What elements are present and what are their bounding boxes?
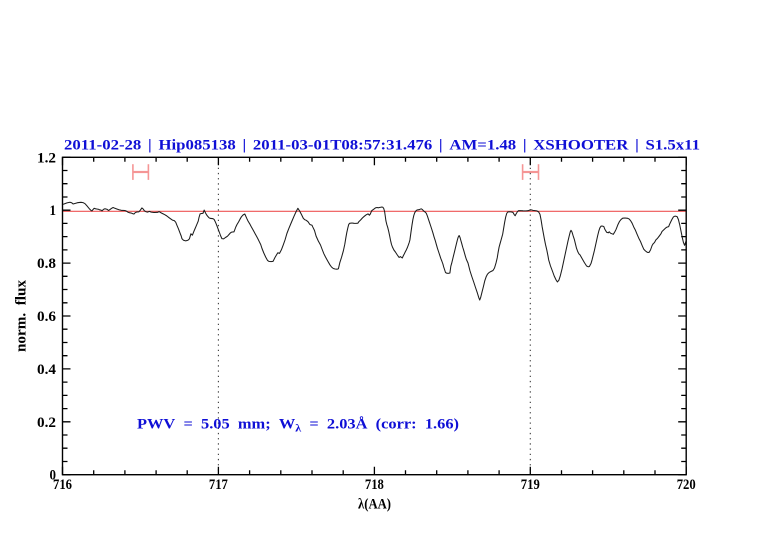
svg-text:716: 716 xyxy=(53,477,72,493)
svg-text:0.6: 0.6 xyxy=(37,309,57,325)
svg-text:1: 1 xyxy=(50,203,57,219)
svg-text:1.2: 1.2 xyxy=(37,150,56,166)
svg-text:719: 719 xyxy=(521,477,540,493)
svg-text:0.4: 0.4 xyxy=(37,362,57,378)
svg-text:0.8: 0.8 xyxy=(37,256,56,272)
svg-text:0: 0 xyxy=(50,468,57,484)
svg-text:2011-02-28 | Hip085138 | 2: 2011-02-28 | Hip085138 | 2011-03-01T08:5… xyxy=(64,138,700,154)
svg-text:PWV = 5.05 mm; Wλ = 2.03: PWV = 5.05 mm; Wλ = 2.03Å (corr: 1.66) xyxy=(137,417,459,435)
svg-text:717: 717 xyxy=(209,477,228,493)
svg-text:0.2: 0.2 xyxy=(37,415,56,431)
svg-text:720: 720 xyxy=(677,477,696,493)
svg-text:718: 718 xyxy=(365,477,384,493)
svg-text:λ(AA): λ(AA) xyxy=(358,497,391,513)
svg-text:norm. flux: norm. flux xyxy=(14,279,30,352)
